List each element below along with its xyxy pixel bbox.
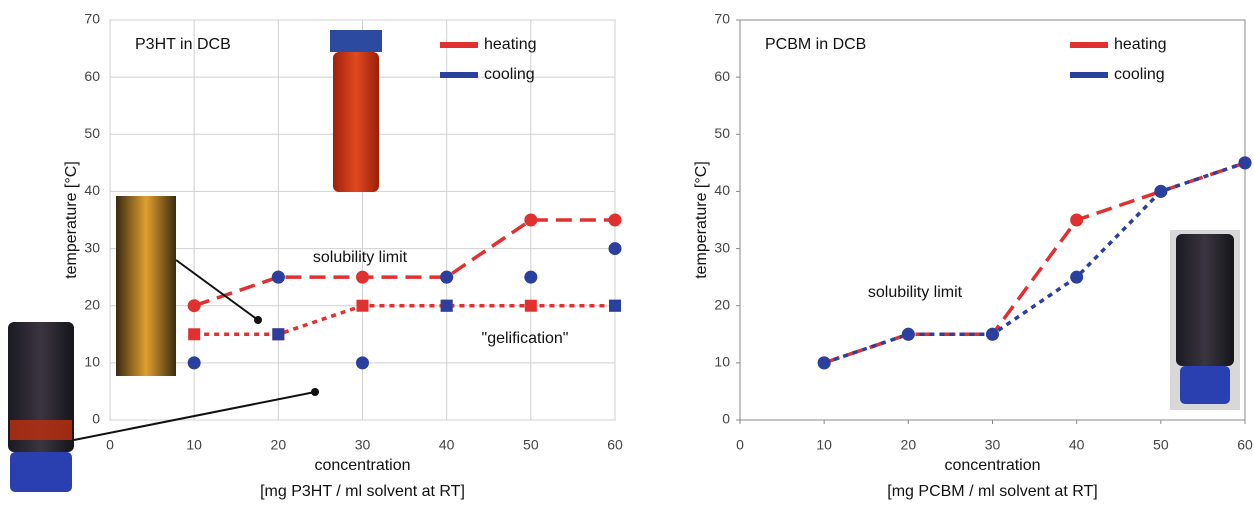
data-point	[817, 356, 831, 370]
data-point	[986, 327, 999, 341]
data-point	[608, 242, 622, 256]
y-tick-label: 30	[84, 239, 100, 255]
data-point	[1070, 213, 1084, 227]
y-tick-label: 50	[84, 125, 100, 141]
data-point	[524, 213, 538, 227]
annotation: "gelification"	[482, 330, 569, 347]
y-tick-label: 60	[714, 68, 730, 84]
data-point	[440, 299, 453, 312]
y-axis-label: temperature [°C]	[693, 161, 710, 279]
data-point	[272, 328, 285, 341]
annotation: solubility limit	[313, 249, 408, 266]
data-point	[187, 356, 201, 370]
x-tick-label: 30	[355, 437, 371, 453]
photo-vial-pcbm	[1170, 230, 1240, 410]
chart-title: P3HT in DCB	[135, 36, 231, 53]
data-point	[1070, 270, 1084, 284]
photo-vial-inverted	[8, 322, 319, 492]
x-tick-label: 0	[106, 437, 114, 453]
x-tick-label: 10	[186, 437, 202, 453]
x-axis-label: concentration	[314, 457, 410, 474]
y-tick-label: 60	[84, 68, 100, 84]
series-line	[193, 218, 615, 308]
x-tick-label: 20	[901, 437, 917, 453]
y-tick-label: 70	[714, 11, 730, 27]
legend-label: heating	[484, 36, 537, 53]
legend-label: cooling	[1114, 66, 1165, 83]
data-point	[187, 299, 201, 313]
y-tick-label: 40	[714, 182, 730, 198]
legend-label: cooling	[484, 66, 535, 83]
data-point	[356, 299, 369, 312]
chart-title: PCBM in DCB	[765, 36, 866, 53]
data-point	[901, 327, 915, 341]
y-tick-label: 40	[84, 182, 100, 198]
series-line	[194, 303, 615, 337]
data-point	[609, 299, 621, 312]
data-point	[356, 356, 369, 370]
x-tick-label: 50	[523, 437, 539, 453]
x-axis-label: concentration	[944, 457, 1040, 474]
photo-vial-gel	[116, 196, 262, 376]
x-tick-label: 60	[607, 437, 623, 453]
y-tick-label: 0	[722, 411, 730, 427]
data-point	[1238, 156, 1252, 170]
x-tick-label: 20	[271, 437, 287, 453]
y-tick-label: 50	[714, 125, 730, 141]
data-point	[1154, 184, 1168, 198]
y-tick-label: 70	[84, 11, 100, 27]
x-tick-label: 30	[985, 437, 1001, 453]
y-axis-label: temperature [°C]	[63, 161, 80, 279]
y-tick-label: 10	[714, 354, 730, 370]
photo-vial-red	[330, 30, 382, 192]
data-point	[356, 270, 369, 284]
series-line	[823, 161, 1246, 365]
x-tick-label: 40	[439, 437, 455, 453]
x-tick-label: 50	[1153, 437, 1169, 453]
x-tick-label: 40	[1069, 437, 1085, 453]
x-axis-label: [mg P3HT / ml solvent at RT]	[260, 483, 465, 500]
data-point	[440, 270, 454, 284]
y-tick-label: 0	[92, 411, 100, 427]
data-point	[608, 213, 622, 227]
y-tick-label: 20	[714, 296, 730, 312]
x-tick-label: 60	[1237, 437, 1253, 453]
data-point	[188, 328, 201, 341]
plots: 0 10 20 30 40 50 60 70 0 10 20 30 40 50 60 P3HT in DCB c…	[63, 11, 1253, 501]
y-tick-label: 10	[84, 354, 100, 370]
x-axis-label: [mg PCBM / ml solvent at RT]	[887, 483, 1097, 500]
x-tick-label: 0	[736, 437, 744, 453]
plot-area	[739, 19, 1246, 421]
x-tick-label: 10	[816, 437, 832, 453]
data-point	[524, 299, 537, 312]
y-tick-label: 30	[714, 239, 730, 255]
annotation: solubility limit	[868, 284, 963, 301]
legend-label: heating	[1114, 36, 1167, 53]
data-point	[524, 270, 538, 284]
y-tick-label: 20	[84, 296, 100, 312]
data-point	[271, 270, 285, 284]
